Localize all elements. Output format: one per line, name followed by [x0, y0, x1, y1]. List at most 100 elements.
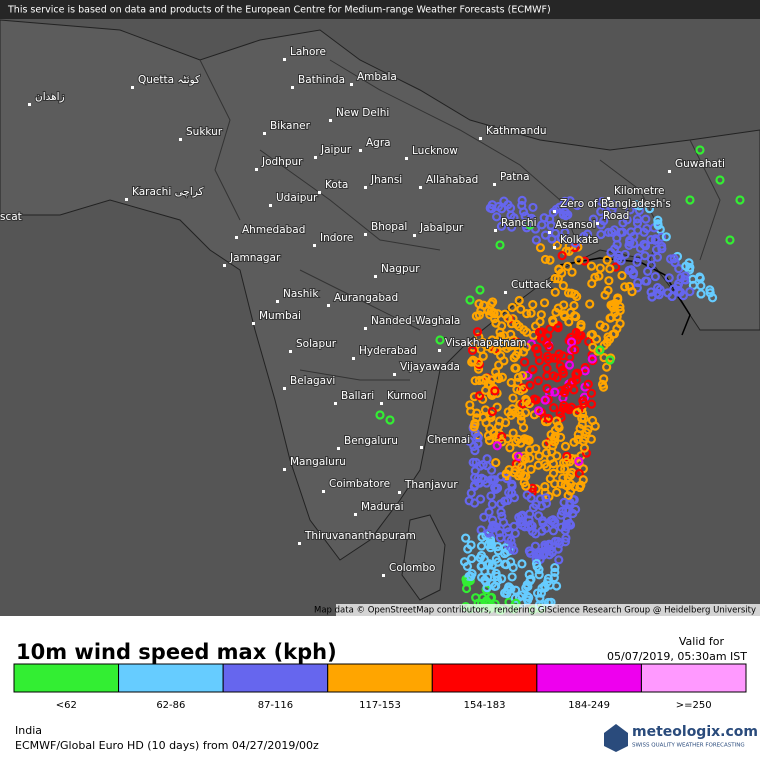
city-label: Agra — [366, 137, 391, 149]
wind-ring — [545, 255, 555, 265]
city-dot — [131, 86, 134, 89]
wind-ring — [514, 407, 525, 417]
city-dot — [298, 542, 301, 545]
city-label: Jhansi — [370, 174, 402, 186]
wind-ring — [478, 351, 488, 361]
wind-ring — [594, 271, 604, 281]
wind-ring — [505, 341, 515, 351]
city-dot — [327, 304, 330, 307]
wind-ring — [491, 458, 501, 468]
wind-ring — [684, 258, 694, 268]
wind-ring — [641, 214, 651, 224]
city-label: Lucknow — [412, 145, 458, 157]
wind-ring — [574, 468, 584, 479]
wind-ring — [487, 539, 497, 550]
city-label: Aurangabad — [334, 292, 398, 304]
wind-ring — [528, 503, 539, 513]
city-dot — [314, 156, 317, 159]
wind-ring — [572, 408, 582, 418]
wind-ring — [516, 438, 526, 448]
wind-ring — [599, 374, 609, 384]
wind-ring — [685, 195, 695, 205]
wind-ring — [570, 345, 580, 355]
city-label: Bhopal — [371, 221, 407, 233]
legend-swatch — [222, 663, 329, 693]
wind-ring — [612, 233, 622, 243]
wind-ring — [550, 562, 560, 573]
wind-ring — [506, 210, 516, 220]
city-label: Thiruvananthapuram — [304, 530, 416, 542]
wind-ring — [477, 532, 487, 542]
wind-ring — [577, 413, 587, 423]
wind-ring — [646, 235, 656, 245]
city-label: scat — [0, 211, 22, 223]
city-label: Jamnagar — [229, 252, 281, 264]
city-dot — [393, 373, 396, 376]
wind-ring — [541, 448, 551, 458]
city-dot — [350, 83, 353, 86]
wind-ring — [557, 506, 568, 516]
city-label: New Delhi — [336, 107, 389, 119]
wind-ring — [569, 495, 579, 505]
wind-ring — [534, 564, 544, 575]
wind-ring — [609, 329, 620, 339]
wind-ring — [497, 574, 507, 584]
wind-ring — [496, 507, 506, 517]
wind-ring — [554, 555, 564, 565]
city-dot — [276, 300, 279, 303]
wind-ring — [483, 539, 493, 550]
wind-ring — [624, 281, 635, 292]
wind-ring — [474, 391, 485, 401]
city-label: Nashik — [283, 288, 319, 300]
wind-ring — [526, 464, 536, 474]
legend-swatch — [431, 663, 538, 693]
wind-ring — [470, 376, 480, 386]
wind-ring — [580, 362, 590, 373]
wind-ring — [504, 582, 514, 592]
legend-title: 10m wind speed max (kph) — [16, 640, 337, 664]
wind-ring — [500, 496, 510, 506]
wind-ring — [501, 469, 511, 479]
wind-ring — [526, 493, 536, 503]
wind-ring — [481, 385, 491, 395]
wind-ring — [580, 366, 590, 376]
wind-ring — [620, 282, 630, 292]
wind-ring — [480, 566, 490, 577]
city-dot — [252, 322, 255, 325]
wind-ring — [497, 431, 507, 442]
wind-ring — [511, 350, 521, 361]
wind-ring — [735, 195, 745, 205]
wind-ring — [495, 533, 506, 543]
city-label: Guwahati — [675, 158, 725, 170]
city-label: Mumbai — [259, 310, 301, 322]
wind-ring — [533, 376, 543, 386]
city-label: Bengaluru — [344, 435, 398, 447]
city-dot — [405, 157, 408, 160]
wind-ring — [544, 539, 554, 549]
wind-ring — [470, 418, 480, 428]
city-dot — [337, 447, 340, 450]
legend-label: 87-116 — [258, 700, 293, 711]
wind-ring — [632, 257, 642, 267]
wind-ring — [510, 341, 521, 351]
wind-ring — [534, 570, 544, 580]
city-dot — [607, 197, 610, 200]
attribution-bar — [336, 604, 760, 616]
city-label: Asansol — [555, 219, 596, 231]
wind-ring — [586, 388, 597, 398]
wind-ring — [507, 572, 517, 582]
wind-ring — [602, 255, 612, 265]
wind-ring — [468, 457, 478, 467]
wind-ring — [604, 334, 615, 344]
wind-ring — [531, 235, 541, 245]
city-dot — [289, 350, 292, 353]
city-dot — [359, 149, 362, 152]
wind-ring — [459, 557, 470, 567]
wind-ring — [600, 202, 611, 212]
wind-ring — [499, 356, 509, 366]
wind-ring — [479, 512, 489, 522]
city-dot — [291, 86, 294, 89]
wind-ring — [549, 403, 559, 413]
wind-ring — [487, 499, 497, 509]
wind-ring — [573, 429, 583, 440]
